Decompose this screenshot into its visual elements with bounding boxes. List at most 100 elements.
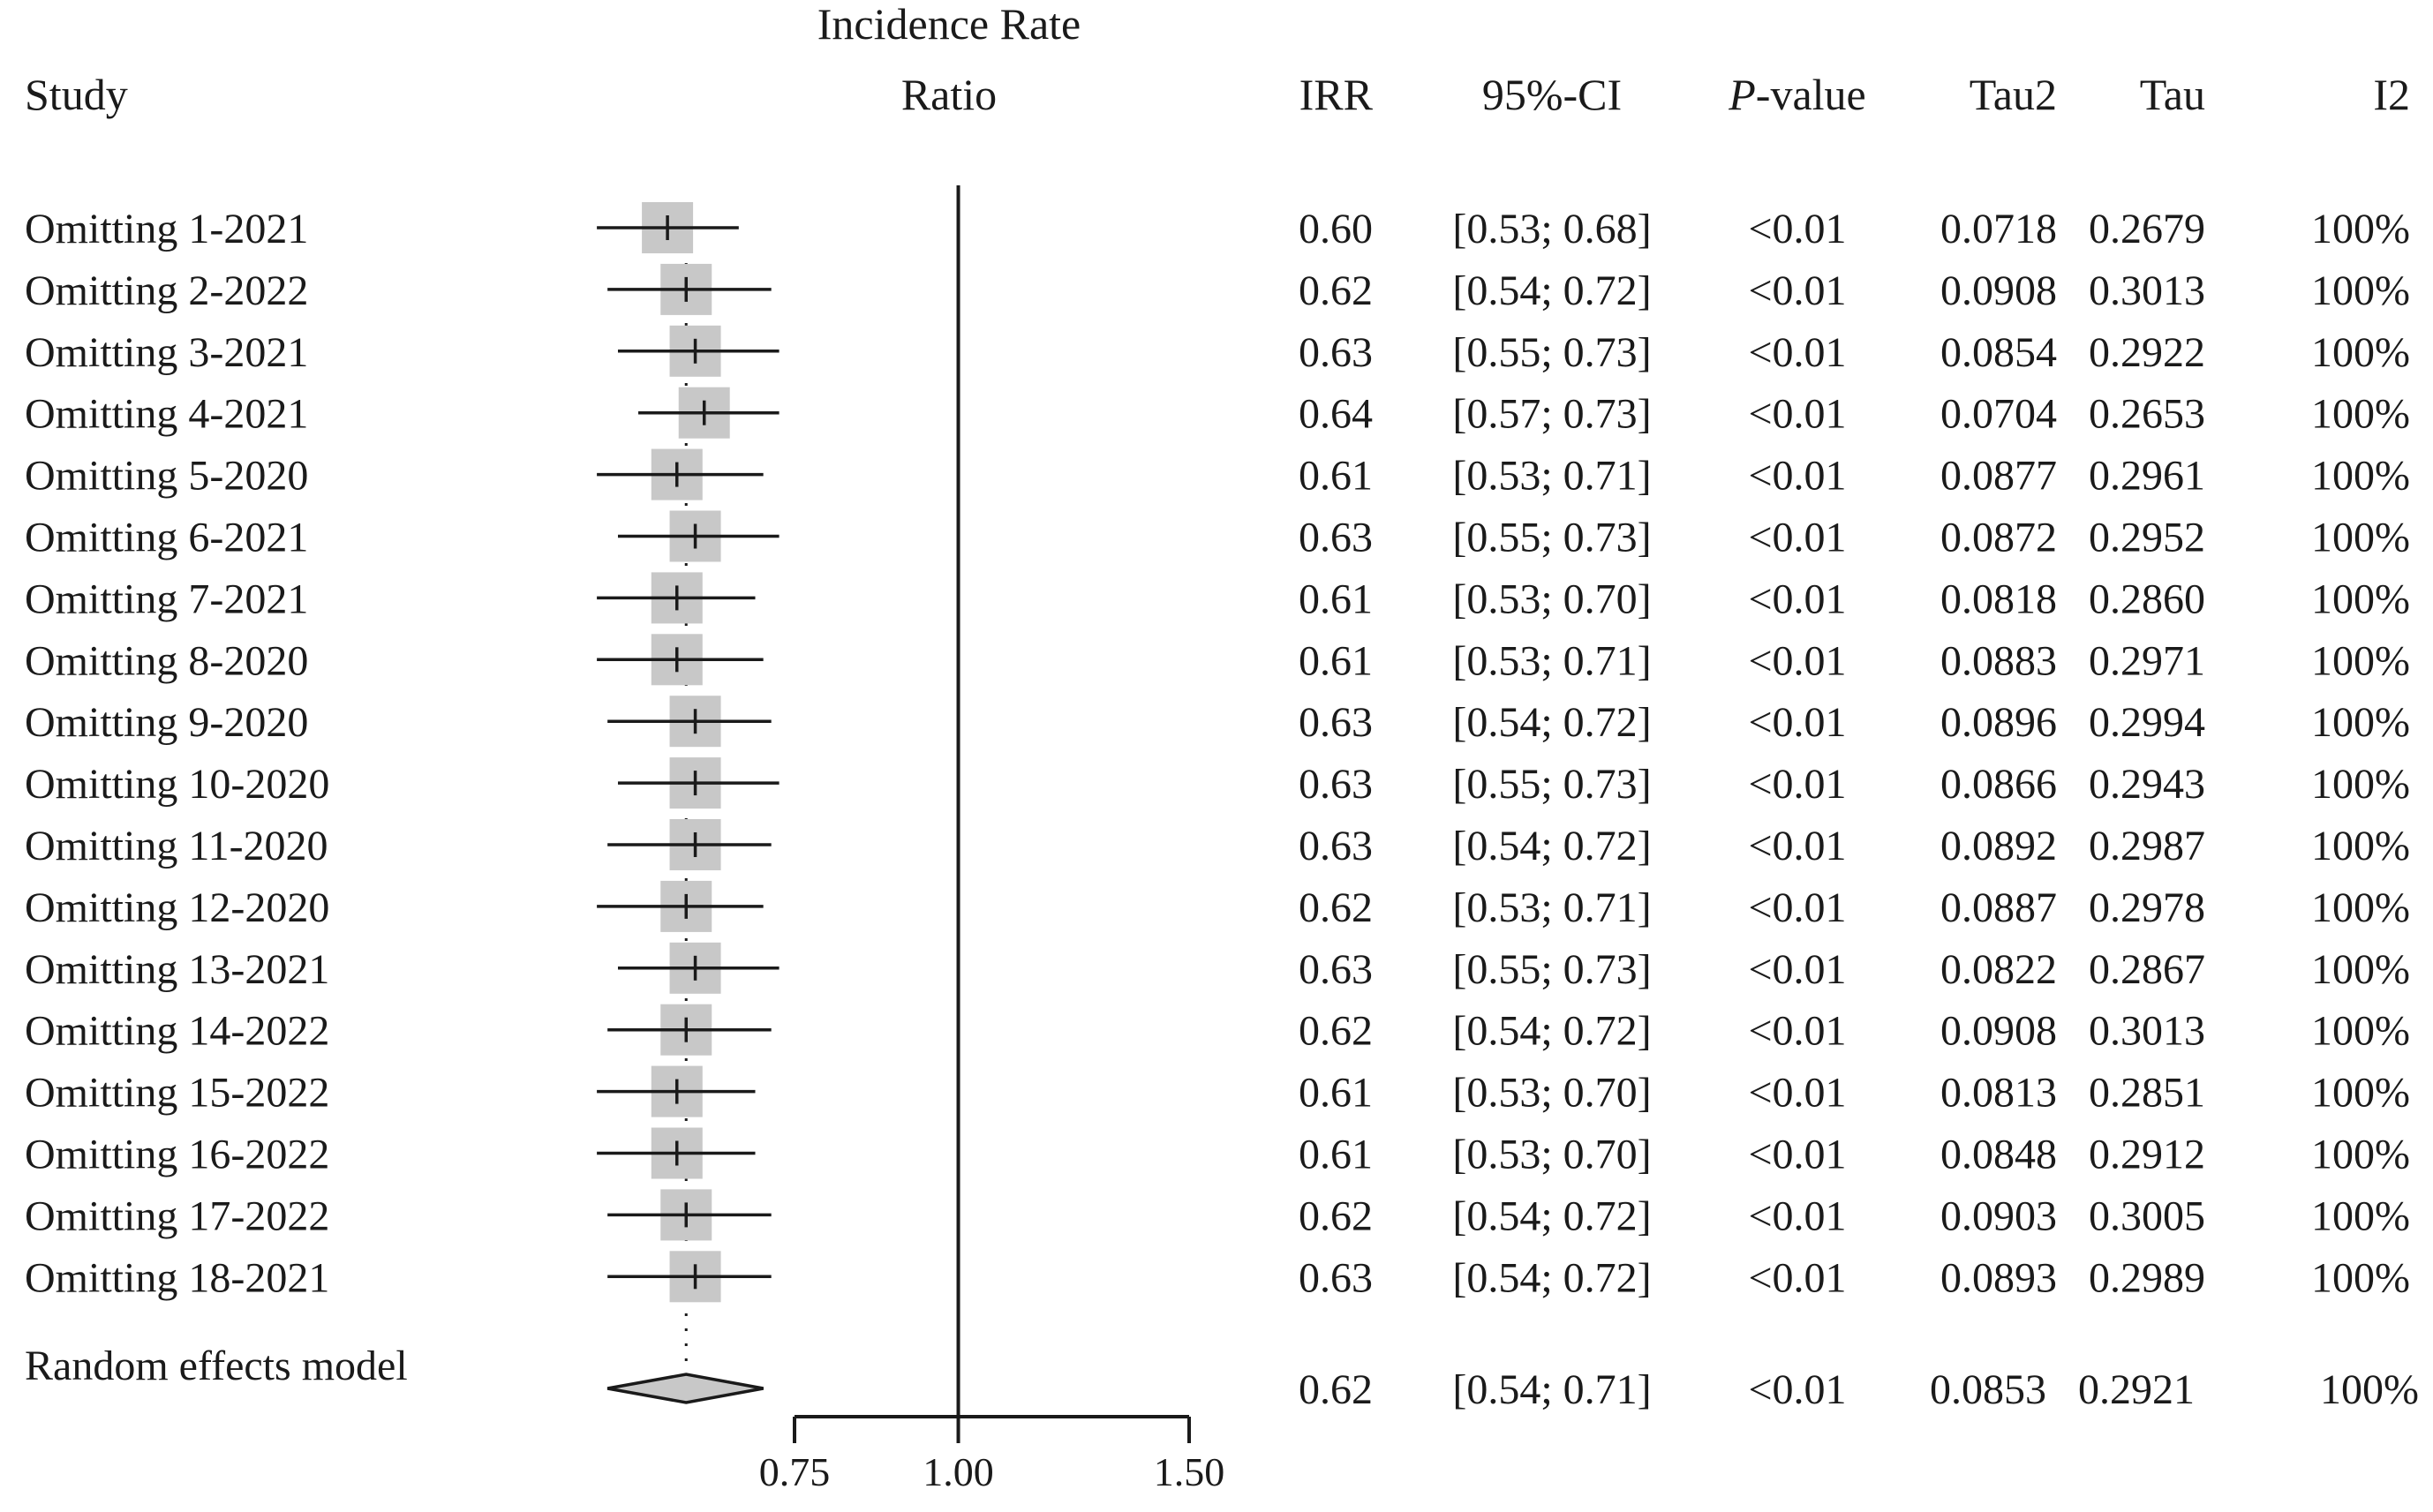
i2-value: 100% (2311, 575, 2410, 622)
ci-value: [0.54; 0.72] (1452, 1254, 1651, 1301)
x-tick-label: 0.75 (759, 1449, 831, 1494)
tau-value: 0.2679 (2089, 206, 2205, 252)
study-label: Omitting 17-2022 (25, 1192, 329, 1239)
tau2-value: 0.0818 (1940, 575, 2057, 622)
i2-value: 100% (2311, 699, 2410, 746)
summary-tau2: 0.0853 (1930, 1366, 2046, 1413)
study-label: Omitting 15-2022 (25, 1070, 329, 1117)
study-label: Omitting 16-2022 (25, 1132, 329, 1178)
summary-ci: [0.54; 0.71] (1452, 1366, 1651, 1413)
header-tau2: Tau2 (1970, 70, 2057, 119)
tau2-value: 0.0854 (1940, 329, 2057, 376)
table-row: Omitting 14-2022 0.62 [0.54; 0.72] <0.01 0.0… (25, 1008, 2410, 1055)
tau-value: 0.2922 (2089, 329, 2205, 376)
table-row: Omitting 16-2022 0.61 [0.53; 0.70] <0.01 0.0… (25, 1132, 2410, 1178)
irr-value: 0.61 (1299, 453, 1373, 500)
table-row: Omitting 8-2020 0.61 [0.53; 0.71] <0.01 0.08… (25, 637, 2410, 684)
tau2-value: 0.0872 (1940, 515, 2057, 561)
study-label: Omitting 5-2020 (25, 453, 308, 500)
summary-irr: 0.62 (1299, 1366, 1373, 1413)
tau-value: 0.2943 (2089, 761, 2205, 808)
study-label: Omitting 2-2022 (25, 267, 308, 314)
table-row: Omitting 10-2020 0.63 [0.55; 0.73] <0.01 0.0… (25, 761, 2410, 808)
study-label: Omitting 6-2021 (25, 515, 308, 561)
summary-row: Random effects model 0.62 [0.54; 0.71] <0.0… (25, 1343, 2419, 1413)
tau-value: 0.2994 (2089, 699, 2205, 746)
table-row: Omitting 7-2021 0.61 [0.53; 0.70] <0.01 0.08… (25, 575, 2410, 622)
tau-value: 0.2989 (2089, 1254, 2205, 1301)
irr-value: 0.63 (1299, 329, 1373, 376)
i2-value: 100% (2311, 823, 2410, 869)
header-pvalue-italic: P (1728, 70, 1756, 119)
tau-value: 0.3013 (2089, 1008, 2205, 1055)
irr-value: 0.60 (1299, 206, 1373, 252)
irr-value: 0.62 (1299, 267, 1373, 314)
header-pvalue-rest: -value (1756, 70, 1866, 119)
p-value: <0.01 (1748, 515, 1846, 561)
table-row: Omitting 15-2022 0.61 [0.53; 0.70] <0.01 0.0… (25, 1070, 2410, 1117)
table-row: Omitting 17-2022 0.62 [0.54; 0.72] <0.01 0.0… (25, 1192, 2410, 1239)
p-value: <0.01 (1748, 391, 1846, 438)
header-tau: Tau (2140, 70, 2205, 119)
tau2-value: 0.0704 (1940, 391, 2057, 438)
ci-value: [0.53; 0.71] (1452, 453, 1651, 500)
plot-title-line1: Incidence Rate (817, 0, 1081, 49)
table-row: Omitting 2-2022 0.62 [0.54; 0.72] <0.01 0.09… (25, 267, 2410, 314)
irr-value: 0.64 (1299, 391, 1373, 438)
ci-value: [0.54; 0.72] (1452, 823, 1651, 869)
tau2-value: 0.0848 (1940, 1132, 2057, 1178)
i2-value: 100% (2311, 884, 2410, 931)
i2-value: 100% (2311, 515, 2410, 561)
study-label: Omitting 13-2021 (25, 946, 329, 993)
p-value: <0.01 (1748, 267, 1846, 314)
irr-value: 0.62 (1299, 884, 1373, 931)
p-value: <0.01 (1748, 761, 1846, 808)
tau2-value: 0.0822 (1940, 946, 2057, 993)
table-row: Omitting 4-2021 0.64 [0.57; 0.73] <0.01 0.07… (25, 391, 2410, 438)
tau-value: 0.2978 (2089, 884, 2205, 931)
ci-value: [0.54; 0.72] (1452, 267, 1651, 314)
ci-value: [0.53; 0.70] (1452, 575, 1651, 622)
tau-value: 0.2961 (2089, 453, 2205, 500)
tau2-value: 0.0908 (1940, 267, 2057, 314)
p-value: <0.01 (1748, 1192, 1846, 1239)
study-label: Omitting 7-2021 (25, 575, 308, 622)
irr-value: 0.61 (1299, 637, 1373, 684)
plot-title-line2: Ratio (901, 70, 997, 119)
study-label: Omitting 14-2022 (25, 1008, 329, 1055)
p-value: <0.01 (1748, 206, 1846, 252)
plot-area: 0.75 1.00 1.50 (597, 185, 1224, 1494)
p-value: <0.01 (1748, 637, 1846, 684)
irr-value: 0.62 (1299, 1008, 1373, 1055)
table-row: Omitting 1-2021 0.60 [0.53; 0.68] <0.01 0.07… (25, 206, 2410, 252)
i2-value: 100% (2311, 637, 2410, 684)
tau-value: 0.3013 (2089, 267, 2205, 314)
irr-value: 0.63 (1299, 515, 1373, 561)
tau-value: 0.2971 (2089, 637, 2205, 684)
header-irr: IRR (1299, 70, 1374, 119)
tau2-value: 0.0908 (1940, 1008, 2057, 1055)
tau2-value: 0.0903 (1940, 1192, 2057, 1239)
i2-value: 100% (2311, 329, 2410, 376)
irr-value: 0.63 (1299, 823, 1373, 869)
header-pvalue: P-value (1728, 70, 1865, 119)
tau-value: 0.2851 (2089, 1070, 2205, 1117)
study-label: Omitting 9-2020 (25, 699, 308, 746)
irr-value: 0.63 (1299, 699, 1373, 746)
tau2-value: 0.0896 (1940, 699, 2057, 746)
study-label: Omitting 10-2020 (25, 761, 329, 808)
table-row: Omitting 3-2021 0.63 [0.55; 0.73] <0.01 0.08… (25, 329, 2410, 376)
ci-value: [0.55; 0.73] (1452, 329, 1651, 376)
ci-value: [0.54; 0.72] (1452, 1192, 1651, 1239)
summary-diamond (606, 1373, 764, 1404)
study-label: Omitting 1-2021 (25, 206, 308, 252)
irr-value: 0.63 (1299, 946, 1373, 993)
ci-value: [0.54; 0.72] (1452, 699, 1651, 746)
tau2-value: 0.0718 (1940, 206, 2057, 252)
tau2-value: 0.0877 (1940, 453, 2057, 500)
irr-value: 0.62 (1299, 1192, 1373, 1239)
tau2-value: 0.0893 (1940, 1254, 2057, 1301)
i2-value: 100% (2311, 453, 2410, 500)
ci-value: [0.55; 0.73] (1452, 515, 1651, 561)
